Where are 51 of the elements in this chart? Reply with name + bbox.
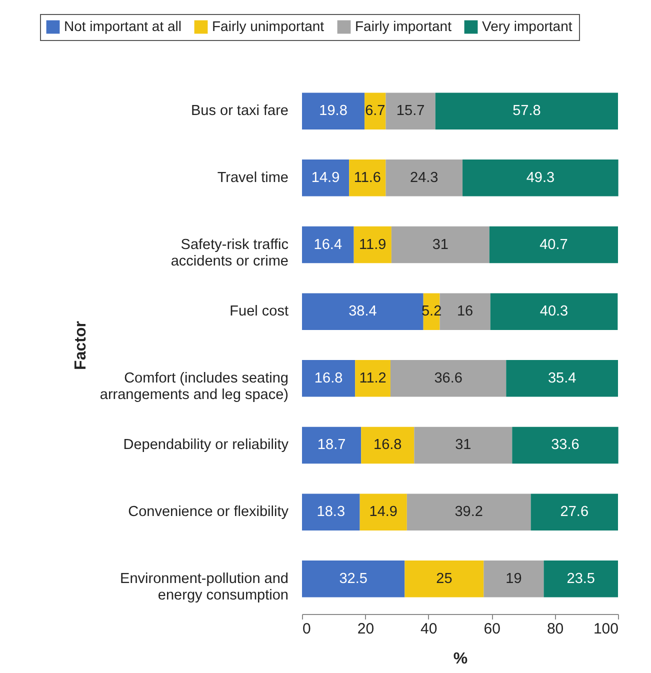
y-tick-label: Fuel cost (230, 304, 288, 320)
x-tick-label: 20 (357, 620, 374, 638)
data-label: 40.3 (540, 304, 568, 320)
x-tick-label: 60 (484, 620, 500, 638)
data-label: 39.2 (454, 504, 483, 520)
data-label: 40.7 (540, 236, 568, 253)
data-label: 11.2 (359, 370, 386, 386)
data-label: 18.7 (317, 437, 346, 454)
data-label: 31 (432, 236, 448, 253)
data-label: 19.8 (319, 103, 348, 120)
data-label: 35.4 (548, 370, 576, 386)
data-label: 14.9 (369, 504, 398, 520)
x-tick-label: 0 (302, 620, 311, 638)
data-label: 11.6 (354, 170, 381, 186)
data-label: 33.6 (551, 437, 580, 454)
data-label: 16 (456, 304, 474, 320)
data-label: 18.3 (316, 504, 346, 520)
data-label: 23.5 (566, 570, 595, 587)
data-label: 57.8 (512, 103, 541, 120)
data-label: 27.6 (560, 504, 589, 520)
x-tick-label: 80 (546, 620, 564, 638)
data-label: 14.9 (311, 170, 340, 186)
y-tick-label: Comfort (includes seating arrangements and leg space) (100, 370, 288, 403)
data-label: 15.7 (396, 103, 425, 120)
y-tick-label: Environment-pollution and energy consumption (120, 570, 288, 604)
data-label: 16.4 (314, 236, 342, 253)
y-axis-title: Factor (72, 321, 90, 370)
data-label: 11.9 (359, 236, 386, 253)
data-label: 49.3 (526, 170, 555, 186)
data-label: 36.6 (434, 370, 462, 386)
y-tick-label: Travel time (217, 170, 288, 186)
x-axis-title: % (453, 650, 468, 668)
data-label: 16.8 (314, 370, 343, 386)
data-label: 25 (436, 570, 452, 587)
data-label: 19 (506, 570, 522, 587)
data-label: 31 (455, 437, 472, 454)
legend-label: Fairly important (355, 18, 452, 34)
y-tick-label: Safety-risk traffic accidents or crime (170, 236, 288, 270)
data-label: 32.5 (339, 570, 368, 587)
y-tick-label: Convenience or flexibility (128, 504, 290, 520)
data-label: 6.7 (365, 103, 386, 120)
legend-label: Fairly unimportant (212, 18, 324, 34)
data-label: 16.8 (374, 437, 402, 454)
x-tick-label: 100 (593, 620, 618, 638)
x-tick-label: 40 (420, 620, 438, 638)
y-tick-label: Dependability or reliability (123, 437, 290, 454)
data-label: 38.4 (348, 304, 377, 320)
data-label: 24.3 (410, 170, 438, 186)
y-tick-label: Bus or taxi fare (190, 103, 288, 120)
legend-label: Not important at all (64, 18, 182, 34)
legend-label: Very important (482, 18, 572, 34)
